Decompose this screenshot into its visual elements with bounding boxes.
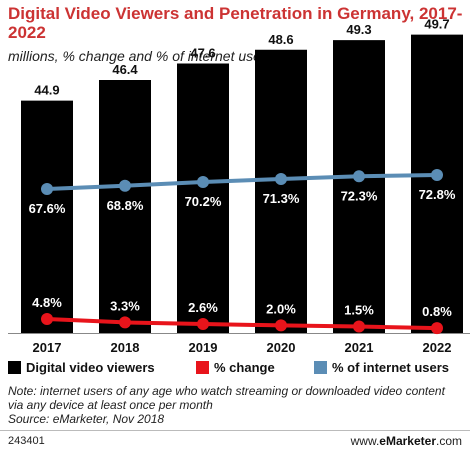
bar-label-2019: 47.6 bbox=[190, 46, 215, 61]
x-tick-2018: 2018 bbox=[111, 340, 140, 355]
bar-2021 bbox=[333, 40, 385, 333]
change-point-2021 bbox=[353, 320, 365, 333]
bar-2019 bbox=[177, 63, 229, 333]
chart-subtitle: millions, % change and % of internet use… bbox=[8, 48, 273, 64]
brand-name: eMarketer bbox=[379, 434, 436, 448]
bar-label-2022: 49.7 bbox=[424, 17, 449, 32]
source-text: Source: eMarketer, Nov 2018 bbox=[8, 412, 165, 426]
penetration-line bbox=[46, 172, 438, 191]
penetration-label-2020: 71.3% bbox=[263, 191, 300, 206]
penetration-label-2017: 67.6% bbox=[29, 201, 66, 216]
x-tick-2020: 2020 bbox=[267, 340, 296, 355]
penetration-point-2019 bbox=[197, 175, 209, 188]
legend-item-change: % change bbox=[196, 360, 275, 375]
footer: 243401 www.eMarketer.com bbox=[0, 430, 470, 459]
x-tick-2017: 2017 bbox=[33, 340, 62, 355]
chart-title: Digital Video Viewers and Penetration in… bbox=[8, 4, 463, 42]
chart-note: Note: internet users of any age who watc… bbox=[8, 384, 463, 426]
penetration-label-2019: 70.2% bbox=[185, 194, 222, 209]
change-label-2022: 0.8% bbox=[422, 304, 452, 319]
note-text: Note: internet users of any age who watc… bbox=[8, 384, 445, 412]
bar-label-2018: 46.4 bbox=[112, 62, 138, 77]
legend-item-penetration: % of internet users bbox=[314, 360, 449, 375]
change-label-2019: 2.6% bbox=[188, 300, 218, 315]
penetration-label-2022: 72.8% bbox=[419, 187, 456, 202]
change-point-2020 bbox=[275, 319, 287, 332]
chart-legend: Digital video viewers % change % of inte… bbox=[8, 360, 468, 380]
x-tick-2019: 2019 bbox=[189, 340, 218, 355]
change-label-2021: 1.5% bbox=[344, 303, 374, 318]
brand-prefix: www. bbox=[350, 434, 380, 448]
penetration-point-2020 bbox=[275, 173, 287, 186]
legend-swatch-penetration bbox=[314, 361, 327, 374]
chart-plot: 44.9 46.4 47.6 48.6 49.3 49.7 2017 2018 2019 2020… bbox=[8, 17, 470, 355]
footer-chart-id: 243401 bbox=[8, 435, 45, 447]
penetration-point-2017 bbox=[41, 183, 53, 195]
footer-brand-link[interactable]: www.eMarketer.com bbox=[351, 434, 462, 448]
change-point-2017 bbox=[41, 312, 53, 325]
legend-label-penetration: % of internet users bbox=[332, 360, 450, 375]
legend-swatch-viewers bbox=[8, 361, 21, 374]
penetration-label-2018: 68.8% bbox=[107, 198, 144, 213]
bar-2018 bbox=[99, 80, 151, 333]
change-point-2018 bbox=[119, 316, 131, 329]
penetration-point-2022 bbox=[431, 168, 443, 181]
change-label-2020: 2.0% bbox=[266, 301, 296, 316]
penetration-label-2021: 72.3% bbox=[341, 188, 378, 203]
change-point-2022 bbox=[431, 322, 443, 335]
change-point-2019 bbox=[197, 318, 209, 331]
legend-swatch-change bbox=[196, 361, 209, 374]
bar-2022 bbox=[411, 34, 463, 333]
penetration-point-2018 bbox=[119, 179, 131, 192]
penetration-point-2021 bbox=[353, 170, 365, 183]
change-label-2018: 3.3% bbox=[110, 298, 140, 313]
legend-label-viewers: Digital video viewers bbox=[26, 360, 155, 375]
legend-label-change: % change bbox=[214, 360, 275, 375]
x-tick-2021: 2021 bbox=[345, 340, 374, 355]
bar-label-2021: 49.3 bbox=[346, 22, 371, 37]
brand-suffix: .com bbox=[435, 434, 462, 448]
change-line bbox=[46, 316, 438, 331]
legend-item-viewers: Digital video viewers bbox=[8, 360, 155, 375]
bar-label-2020: 48.6 bbox=[268, 32, 293, 47]
x-tick-2022: 2022 bbox=[423, 340, 452, 355]
bar-label-2017: 44.9 bbox=[34, 83, 59, 98]
bar-2017 bbox=[21, 100, 73, 333]
bar-2020 bbox=[255, 49, 307, 333]
change-label-2017: 4.8% bbox=[32, 295, 62, 310]
